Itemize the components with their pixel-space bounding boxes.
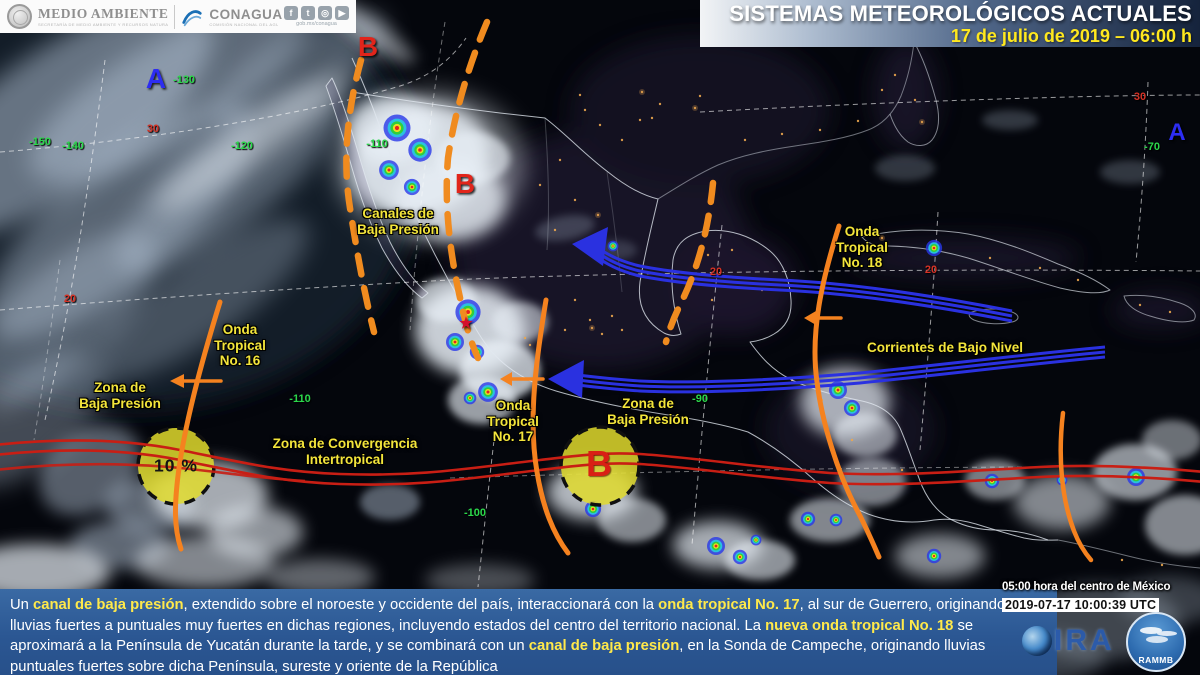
social-handle: gob.mx/conagua [296, 21, 337, 27]
social-icons-block: f t ◎ ▶ gob.mx/conagua [284, 6, 349, 27]
summary-text: , en la Sonda de Campeche, originando ll… [10, 638, 986, 675]
local-time-caption: 05:00 hora del centro de México [1002, 581, 1171, 593]
forecast-summary-bar: Un canal de baja presión, extendido sobr… [0, 589, 1057, 675]
grid-label-lat-13: 20 [924, 264, 938, 276]
label-onda-tropical-16: Onda Tropical No. 16 [214, 322, 266, 368]
summary-highlight: canal de baja presión [528, 638, 680, 654]
grid-label-lon-8: -70 [1144, 141, 1160, 153]
development-probability-value: 10 % [154, 455, 198, 476]
label-canales-baja-presion: Canales de Baja Presión [357, 206, 439, 237]
twitter-icon: t [301, 6, 315, 20]
cira-logo-text: IRA [1054, 624, 1115, 657]
city-lights [523, 73, 1172, 567]
low-level-current-arrows [548, 227, 1106, 398]
summary-highlight: onda tropical No. 17 [658, 597, 800, 613]
conagua-wordmark: CONAGUA [209, 6, 283, 22]
high-pressure-a-atlantic: A [1168, 119, 1186, 146]
gobierno-de-mexico-seal-icon [7, 4, 32, 29]
label-zona-convergencia-intertropical: Zona de Convergencia Intertropical [272, 436, 418, 467]
label-onda-tropical-18: Onda Tropical No. 18 [836, 224, 888, 270]
grid-label-lon-0: -150 [28, 136, 52, 148]
conagua-subtitle: COMISIÓN NACIONAL DEL AGUA [209, 21, 278, 27]
instagram-icon: ◎ [318, 6, 332, 20]
title-banner: SISTEMAS METEOROLÓGICOS ACTUALES 17 de j… [700, 0, 1200, 47]
bulletin-date: 17 de julio de 2019 – 06:00 h [950, 26, 1192, 46]
label-onda-tropical-17: Onda Tropical No. 17 [487, 398, 539, 444]
rammb-logo-text: RAMMB [1138, 655, 1174, 665]
grid-label-lat-9: 30 [146, 123, 160, 135]
current-arrowhead-south [548, 360, 584, 398]
grid-label-lon-2: -130 [172, 74, 196, 86]
channel-gulf-of-california [343, 56, 378, 336]
summary-text: se aproximará a la Península de Yucatán … [10, 617, 974, 655]
medio-ambiente-subtitle: SECRETARÍA DE MEDIO AMBIENTE Y RECURSOS … [38, 22, 169, 27]
radar-blobs [379, 114, 1145, 565]
utc-timestamp: 2019-07-17 10:00:39 UTC [1002, 598, 1160, 612]
summary-highlight: nueva onda tropical No. 18 [765, 617, 954, 634]
header-divider [174, 4, 176, 29]
tropical-wave-17-axis [530, 297, 571, 556]
grid-label-lat-11: 20 [63, 293, 77, 305]
current-arrowhead-north [572, 227, 608, 266]
cira-logo: IRA [1022, 624, 1115, 658]
summary-text: Un [10, 597, 34, 613]
storm-star-marker: ★ [459, 315, 473, 332]
tropical-wave-18-axis [812, 223, 882, 560]
summary-highlight: canal de baja presión [33, 597, 184, 613]
low-pressure-b-center-letter: B [586, 443, 612, 484]
tropical-wave-16-axis [173, 299, 223, 552]
rammb-cloud-icon [1140, 627, 1162, 634]
grid-label-lon-3: -120 [230, 140, 254, 152]
grid-label-lon-4: -110 [366, 138, 388, 150]
summary-text: , extendido sobre el noroeste y occident… [183, 597, 659, 613]
low-pressure-channel-lines [343, 18, 717, 362]
cira-globe-icon [1022, 626, 1052, 656]
high-pressure-a-pacific: A [145, 63, 167, 94]
bulletin-title: SISTEMAS METEOROLÓGICOS ACTUALES [729, 1, 1192, 26]
grid-label-lon-1: -140 [61, 140, 85, 152]
low-pressure-b-northwest: B [454, 168, 476, 199]
summary-text: , al sur de Guerrero, originando lluvias… [10, 597, 1006, 634]
graticule [0, 21, 1200, 588]
grid-label-lon-5: -110 [289, 393, 311, 405]
forecast-summary-text: Un canal de baja presión, extendido sobr… [10, 595, 1047, 675]
coastlines [325, 41, 1200, 569]
low-pressure-b-north: B [357, 31, 379, 62]
agency-header-bar: MEDIO AMBIENTE SECRETARÍA DE MEDIO AMBIE… [0, 0, 356, 33]
label-zona-baja-presion-sur: Zona de Baja Presión [607, 396, 689, 427]
itcz-lines [0, 439, 1200, 486]
grid-label-lon-7: -90 [692, 393, 708, 405]
grid-label-lat-12: 20 [709, 266, 723, 278]
youtube-icon: ▶ [335, 6, 349, 20]
grid-label-lat-10: 30 [1133, 91, 1147, 103]
conagua-logo-icon [182, 9, 202, 26]
low-pressure-b-circle [559, 425, 641, 507]
rammb-logo: RAMMB [1126, 612, 1186, 672]
label-corrientes-bajo-nivel: Corrientes de Bajo Nivel [866, 340, 1024, 355]
label-zona-baja-presion-pacifico: Zona de Baja Presión [79, 380, 161, 411]
channel-yucatan [662, 179, 717, 346]
grid-label-lon-6: -100 [463, 507, 487, 519]
channel-sierra-madre [443, 18, 491, 362]
facebook-icon: f [284, 6, 298, 20]
tropical-wave-lines [170, 223, 1094, 563]
tropical-wave-caribbean-axis [1058, 410, 1094, 563]
medio-ambiente-wordmark: MEDIO AMBIENTE [38, 6, 169, 21]
